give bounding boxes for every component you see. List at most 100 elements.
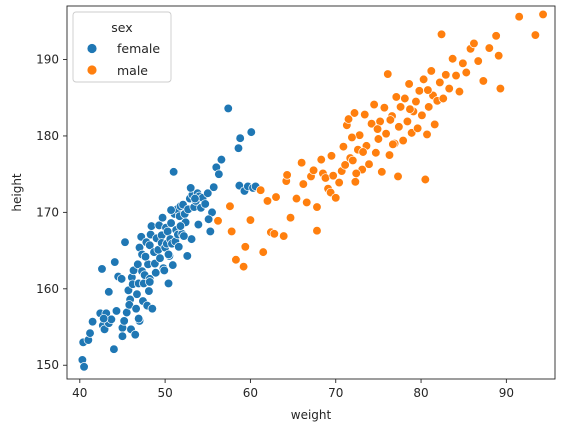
- scatter-point-male: [484, 43, 494, 53]
- scatter-point-male: [351, 168, 361, 179]
- scatter-point-male: [282, 170, 292, 180]
- scatter-point-male: [381, 128, 391, 139]
- scatter-point-female: [186, 183, 196, 193]
- scatter-point-female: [163, 278, 174, 289]
- scatter-point-female: [131, 304, 141, 314]
- scatter-point-male: [373, 134, 384, 144]
- scatter-point-male: [360, 109, 370, 120]
- scatter-point-male: [478, 76, 488, 86]
- scatter-point-male: [256, 185, 266, 195]
- x-tick-label: 40: [72, 386, 87, 400]
- scatter-point-male: [347, 132, 357, 143]
- scatter-point-male: [393, 171, 403, 182]
- scatter-point-male: [231, 255, 241, 265]
- scatter-point-male: [385, 115, 395, 125]
- scatter-point-female: [174, 242, 184, 252]
- scatter-point-male: [343, 114, 354, 124]
- y-axis: 150 160 170 180 190: [36, 53, 67, 372]
- scatter-point-female: [155, 253, 165, 263]
- scatter-point-female: [109, 344, 119, 354]
- scatter-point-female: [179, 231, 189, 241]
- y-tick-label: 190: [36, 53, 59, 67]
- scatter-point-female: [223, 103, 233, 114]
- scatter-point-male: [302, 197, 312, 208]
- scatter-point-male: [426, 66, 436, 76]
- scatter-point-male: [444, 83, 454, 94]
- scatter-point-male: [312, 226, 322, 236]
- scatter-point-male: [377, 167, 387, 177]
- scatter-point-female: [120, 237, 130, 247]
- scatter-point-male: [369, 99, 379, 110]
- scatter-point-male: [402, 116, 413, 127]
- scatter-point-male: [328, 171, 338, 181]
- points-layer: [77, 9, 548, 372]
- legend: sex female male: [72, 11, 172, 83]
- scatter-point-female: [159, 265, 169, 276]
- scatter-point-male: [404, 79, 414, 89]
- x-tick-label: 50: [157, 386, 172, 400]
- scatter-point-female: [147, 304, 157, 314]
- x-tick-label: 80: [413, 386, 428, 400]
- scatter-point-male: [225, 201, 235, 211]
- scatter-point-female: [110, 257, 120, 267]
- scatter-point-male: [530, 30, 541, 40]
- scatter-point-female: [168, 260, 178, 270]
- scatter-point-female: [168, 167, 179, 177]
- scatter-point-male: [405, 104, 415, 114]
- scatter-point-female: [186, 234, 197, 244]
- legend-label-male: male: [117, 63, 148, 78]
- scatter-point-male: [423, 85, 433, 95]
- plot-frame: [66, 5, 556, 380]
- scatter-point-female: [106, 314, 117, 325]
- scatter-point-female: [200, 199, 210, 209]
- scatter-point-male: [240, 242, 250, 252]
- scatter-point-male: [395, 102, 406, 112]
- legend-box: [72, 11, 172, 83]
- scatter-point-male: [494, 51, 504, 61]
- scatter-point-male: [394, 122, 404, 132]
- scatter-point-male: [334, 177, 344, 188]
- scatter-point-male: [262, 196, 273, 206]
- scatter-point-male: [458, 58, 468, 68]
- scatter-point-female: [166, 218, 176, 228]
- scatter-point-male: [436, 29, 447, 39]
- scatter-point-female: [119, 316, 129, 326]
- scatter-point-female: [111, 306, 122, 316]
- scatter-point-female: [216, 154, 227, 165]
- scatter-point-male: [441, 70, 451, 80]
- scatter-point-male: [461, 67, 471, 78]
- x-tick-label: 70: [328, 386, 343, 400]
- scatter-point-female: [79, 362, 89, 372]
- scatter-point-male: [371, 148, 381, 158]
- scatter-point-female: [157, 213, 168, 223]
- scatter-point-female: [246, 127, 256, 137]
- scatter-point-male: [388, 139, 398, 150]
- scatter-point-male: [379, 103, 390, 113]
- scatter-point-female: [85, 328, 95, 338]
- scatter-point-female: [134, 313, 144, 324]
- legend-title: sex: [111, 20, 132, 35]
- scatter-point-male: [348, 155, 358, 166]
- scatter-point-female: [205, 226, 215, 237]
- scatter-point-female: [130, 330, 140, 340]
- x-tick-label: 90: [499, 386, 514, 400]
- scatter-point-female: [104, 287, 114, 297]
- y-tick-label: 160: [36, 282, 59, 296]
- scatter-point-male: [331, 193, 341, 203]
- scatter-point-male: [320, 173, 331, 183]
- scatter-point-female: [190, 193, 200, 204]
- scatter-point-male: [358, 147, 368, 157]
- scatter-point-male: [491, 31, 501, 41]
- scatter-point-male: [298, 179, 308, 189]
- scatter-point-male: [384, 150, 395, 160]
- legend-marker-female: [86, 43, 98, 54]
- scatter-point-male: [435, 77, 445, 88]
- scatter-point-male: [438, 93, 448, 104]
- y-tick-label: 150: [36, 358, 59, 372]
- scatter-point-male: [238, 261, 249, 272]
- scatter-point-male: [291, 193, 302, 204]
- scatter-point-male: [227, 226, 237, 237]
- scatter-point-male: [316, 154, 326, 165]
- scatter-point-male: [469, 38, 479, 49]
- scatter-point-male: [495, 83, 506, 94]
